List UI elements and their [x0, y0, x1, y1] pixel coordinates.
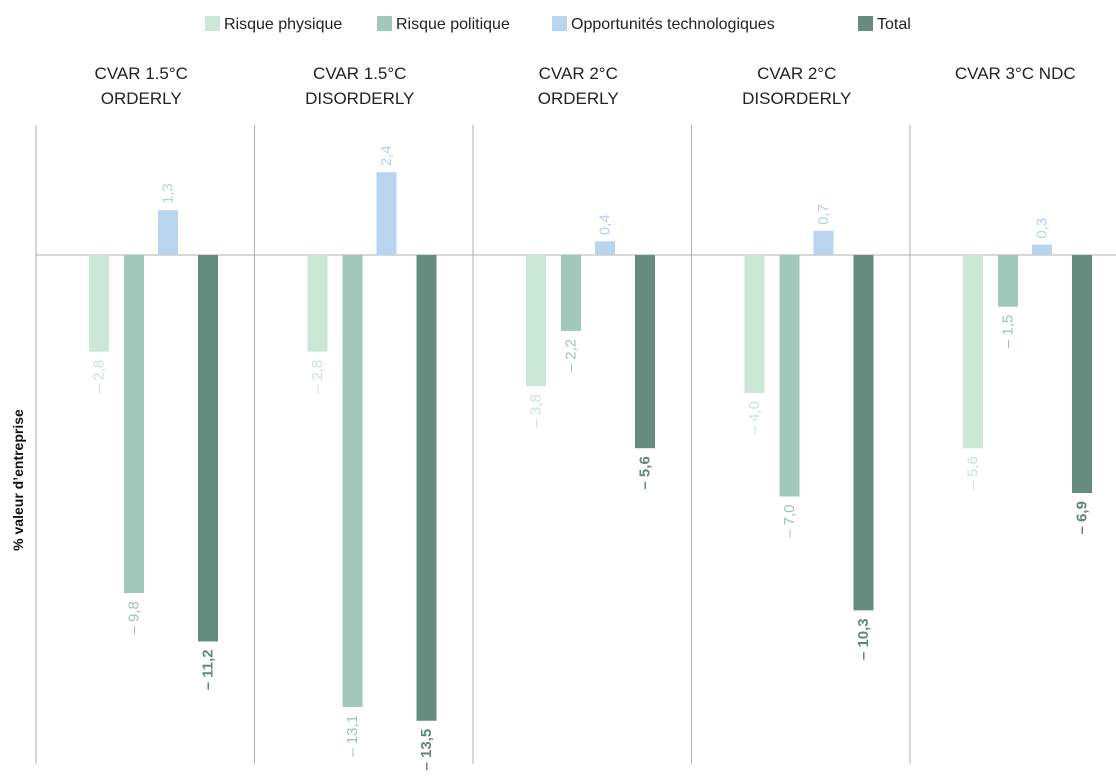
bar	[526, 255, 546, 387]
bar	[376, 172, 397, 255]
legend-label: Risque physique	[224, 16, 342, 33]
bar	[635, 255, 655, 449]
bar	[744, 255, 765, 393]
bar	[813, 230, 834, 255]
bar	[1072, 255, 1092, 494]
category-label: CVAR 3°C NDC	[955, 64, 1076, 83]
bar	[963, 255, 983, 449]
data-label: – 10,3	[855, 618, 872, 660]
data-label: – 5,6	[965, 456, 982, 489]
category-headers: CVAR 1.5°C ORDERLY CVAR 1.5°C DISORDERLY CVA…	[95, 64, 1076, 108]
legend-label: Risque politique	[396, 16, 510, 33]
bar	[89, 255, 109, 352]
bar	[779, 255, 800, 497]
data-label: – 2,2	[563, 339, 580, 372]
panel-dividers	[35, 125, 911, 764]
bar	[307, 255, 328, 352]
bar	[998, 255, 1018, 307]
legend-swatch	[377, 16, 392, 31]
category-label: CVAR 1.5°C	[95, 64, 188, 83]
data-label: – 4,0	[746, 401, 763, 434]
data-label: – 13,5	[418, 729, 435, 771]
category-label: CVAR 2°C	[539, 64, 618, 83]
legend-swatch	[858, 16, 873, 31]
bars	[89, 172, 1092, 721]
bar	[1032, 244, 1052, 255]
data-label: 0,4	[597, 214, 614, 235]
legend-swatch	[552, 16, 567, 31]
bar	[416, 255, 437, 721]
data-label: – 7,0	[781, 505, 798, 538]
data-label: – 9,8	[126, 601, 143, 634]
data-label: – 2,8	[91, 360, 108, 393]
bar	[853, 255, 874, 611]
category-label: CVAR 2°C	[757, 64, 836, 83]
category-label: DISORDERLY	[742, 89, 851, 108]
category-label: ORDERLY	[538, 89, 619, 108]
data-label: – 3,8	[528, 394, 545, 427]
legend-item: Risque politique	[377, 16, 510, 33]
legend-label: Opportunités technologiques	[571, 16, 775, 33]
category-label: DISORDERLY	[305, 89, 414, 108]
data-label: – 1,5	[1000, 315, 1017, 348]
legend-label: Total	[877, 16, 911, 33]
data-label: 0,3	[1034, 218, 1051, 239]
legend-item: Total	[858, 16, 911, 33]
legend-item: Risque physique	[205, 16, 342, 33]
bar	[561, 255, 581, 331]
data-label: – 2,8	[309, 360, 326, 393]
data-label: – 5,6	[637, 456, 654, 489]
data-labels: – 2,8 – 9,8 1,3 – 11,2 – 2,8 – 13,1 2,4 – 13,5 –…	[91, 145, 1091, 770]
data-label: 2,4	[378, 145, 395, 166]
data-label: – 11,2	[200, 649, 217, 690]
data-label: – 13,1	[344, 715, 361, 757]
legend-swatch	[205, 16, 220, 31]
legend-item: Opportunités technologiques	[552, 16, 775, 33]
bar	[595, 241, 615, 255]
data-label: – 6,9	[1074, 501, 1091, 534]
legend: Risque physique Risque politique Opportuni…	[205, 16, 911, 33]
bar	[342, 255, 363, 707]
category-label: ORDERLY	[101, 89, 182, 108]
data-label: 1,3	[160, 183, 177, 204]
bar	[158, 210, 178, 255]
data-label: 0,7	[815, 204, 832, 225]
category-label: CVAR 1.5°C	[313, 64, 406, 83]
y-axis-label: % valeur d’entreprise	[10, 409, 26, 551]
bar	[198, 255, 218, 642]
bar	[124, 255, 144, 594]
